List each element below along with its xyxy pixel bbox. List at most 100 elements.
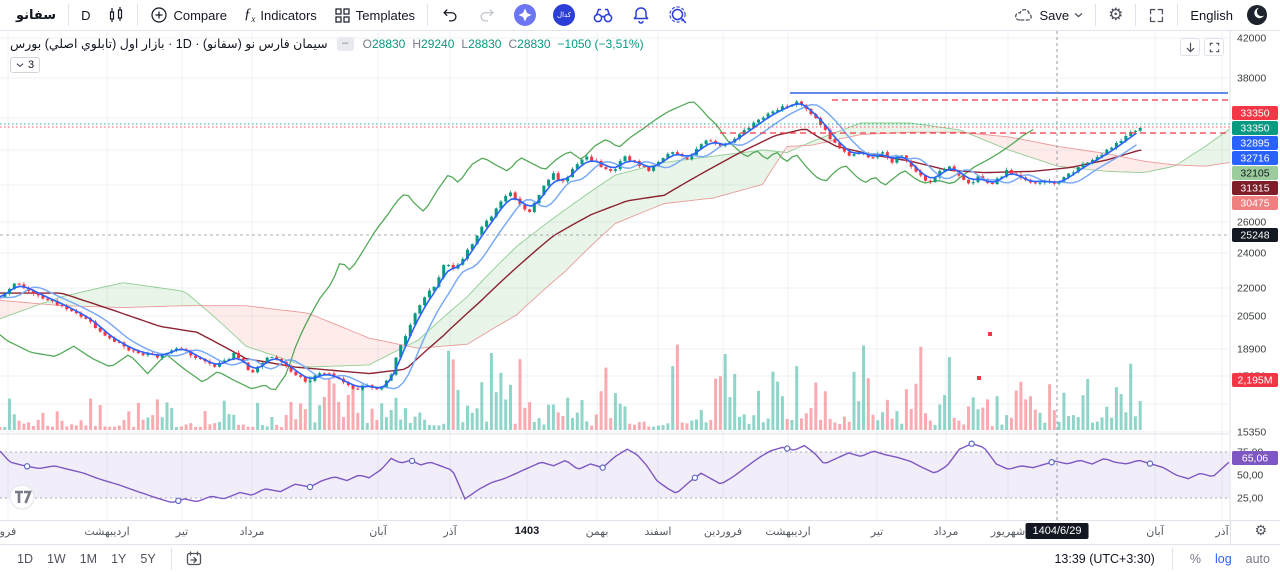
- grid-templates-icon: [334, 7, 351, 24]
- alerts-bell-button[interactable]: [623, 2, 659, 28]
- log-scale-toggle[interactable]: log: [1214, 551, 1232, 566]
- toolbar-separator: [427, 4, 429, 26]
- cloud-save-icon: [1014, 7, 1034, 23]
- svg-text:15350: 15350: [1237, 427, 1266, 439]
- open-value: 28830: [371, 36, 406, 51]
- svg-text:26000: 26000: [1237, 217, 1266, 229]
- ai-star-button[interactable]: [506, 2, 544, 28]
- time-axis-label: تیر: [175, 526, 189, 538]
- price-chart-canvas[interactable]: 4200038000260002400022000205001890017650…: [0, 31, 1280, 520]
- undo-button[interactable]: [432, 2, 468, 28]
- templates-label: Templates: [355, 7, 416, 23]
- save-button[interactable]: Save: [1006, 2, 1091, 28]
- time-axis-label: آبان: [369, 526, 387, 538]
- auto-scale-toggle[interactable]: auto: [1245, 551, 1270, 566]
- svg-text:20500: 20500: [1237, 311, 1266, 323]
- ohlc-values: O28830 H29240 L28830 C28830 −1050 (−3,51…: [363, 37, 644, 51]
- go-to-date-button[interactable]: [180, 549, 208, 568]
- open-label: O: [362, 36, 372, 51]
- move-pane-down-button[interactable]: [1180, 38, 1200, 56]
- time-axis-label: مرداد: [239, 526, 265, 538]
- svg-text:25,00: 25,00: [1237, 493, 1263, 505]
- range-1w-button[interactable]: 1W: [40, 550, 73, 568]
- codal-label: کدال: [557, 11, 572, 19]
- indicators-label: Indicators: [260, 7, 317, 23]
- time-axis-label: فروردین: [703, 526, 743, 538]
- collapsed-indicators-chip[interactable]: 3: [10, 57, 41, 73]
- account-button[interactable]: [1242, 2, 1272, 28]
- footer-separator: [1171, 547, 1173, 570]
- svg-text:31315: 31315: [1240, 183, 1269, 195]
- bell-icon: [631, 5, 651, 25]
- time-axis-label: آذر: [1215, 526, 1229, 538]
- svg-text:32716: 32716: [1240, 153, 1269, 165]
- redo-icon: [477, 6, 497, 24]
- price-axis[interactable]: 4200038000260002400022000205001890017650…: [1229, 31, 1280, 520]
- percent-scale-toggle[interactable]: %: [1189, 551, 1201, 566]
- scanner-search-button[interactable]: [660, 2, 697, 28]
- range-1d-button[interactable]: 1D: [10, 550, 40, 568]
- interval-button[interactable]: D: [73, 2, 98, 28]
- svg-text:32895: 32895: [1240, 138, 1269, 150]
- svg-text:22000: 22000: [1237, 283, 1266, 295]
- language-button[interactable]: English: [1182, 2, 1241, 28]
- pane-buttons: [1180, 38, 1224, 56]
- red-dot-marker: [988, 332, 992, 336]
- time-axis-label: بهمن: [585, 526, 609, 538]
- settings-button[interactable]: ⚙: [1100, 2, 1131, 28]
- clock-timezone[interactable]: 13:39 (UTC+3:30): [1054, 551, 1155, 566]
- high-value: 29240: [421, 36, 455, 51]
- compare-button[interactable]: Compare: [142, 2, 234, 28]
- crosshair: [0, 31, 1230, 520]
- codal-button[interactable]: کدال: [545, 2, 583, 28]
- templates-button[interactable]: Templates: [326, 2, 423, 28]
- low-value: 28830: [468, 36, 502, 51]
- symbol-button[interactable]: سفانو: [8, 2, 64, 28]
- symbol-title[interactable]: سیمان فارس نو (سفانو) · 1D · بازار اول (…: [10, 37, 328, 51]
- svg-text:18900: 18900: [1237, 344, 1266, 356]
- svg-text:2,195M: 2,195M: [1237, 375, 1272, 387]
- ma-fast-line: [0, 102, 1137, 389]
- fullscreen-icon: [1148, 7, 1165, 24]
- fullscreen-button[interactable]: [1140, 2, 1173, 28]
- gear-icon: ⚙: [1108, 4, 1124, 25]
- fx-icon: ƒx: [243, 5, 256, 24]
- footer-right-group: 13:39 (UTC+3:30) % log auto: [1054, 547, 1270, 570]
- four-point-star-icon: [514, 4, 537, 26]
- plus-circle-icon: [150, 6, 168, 24]
- redo-button[interactable]: [469, 2, 505, 28]
- chevron-down-icon: [1074, 12, 1083, 18]
- symbol-name: سفانو: [16, 7, 57, 22]
- toolbar-separator: [68, 4, 70, 26]
- axis-settings-gear-icon[interactable]: ⚙: [1254, 523, 1267, 539]
- maximize-pane-button[interactable]: [1204, 38, 1224, 56]
- red-dot-marker: [977, 376, 981, 380]
- time-axis-label: شهریور: [990, 526, 1026, 538]
- indicators-button[interactable]: ƒx Indicators: [236, 2, 325, 28]
- svg-text:33350: 33350: [1240, 108, 1269, 120]
- footer-separator: [170, 547, 172, 570]
- range-1m-button[interactable]: 1M: [73, 550, 104, 568]
- maximize-icon: [1209, 42, 1219, 52]
- chart-type-button[interactable]: [99, 2, 133, 28]
- time-axis[interactable]: ⚙ فرو اردیبهشت تیر مرداد آبان آذر 1403 بهمن اسفن…: [0, 520, 1280, 544]
- close-value: 28830: [517, 36, 551, 51]
- close-label: C: [508, 36, 518, 51]
- crosshair-date-badge: 1404/6/29: [1025, 523, 1089, 539]
- toolbar-separator: [1177, 4, 1179, 26]
- time-axis-label: فرو: [0, 526, 17, 538]
- compare-label: Compare: [173, 7, 227, 23]
- svg-text:30475: 30475: [1240, 198, 1269, 210]
- chart-legend: سیمان فارس نو (سفانو) · 1D · بازار اول (…: [10, 36, 644, 51]
- time-axis-label: آذر: [443, 526, 457, 538]
- low-label: L: [461, 36, 469, 51]
- candlestick-style-icon: [107, 6, 125, 24]
- range-5y-button[interactable]: 5Y: [133, 550, 162, 568]
- time-axis-label: اردیبهشت: [84, 526, 130, 538]
- collapse-legend-button[interactable]: –: [336, 36, 354, 51]
- chikou-span-line: [0, 101, 1034, 391]
- range-1y-button[interactable]: 1Y: [104, 550, 133, 568]
- kijun-line: [0, 128, 1142, 375]
- interval-label: D: [81, 7, 91, 23]
- watchlist-binoculars-button[interactable]: [584, 2, 622, 28]
